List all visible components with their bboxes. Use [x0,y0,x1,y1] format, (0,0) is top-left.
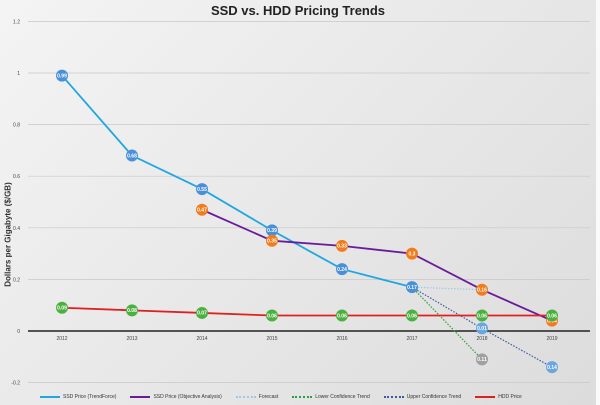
series-line [201,208,553,322]
legend: SSD Price (TrendForce) SSD Price (Objecti… [40,394,522,400]
data-point [546,361,558,374]
data-point [336,263,348,276]
y-tick-label: 0.2 [13,277,20,283]
data-point [266,309,278,322]
data-label: 0.09 [57,306,67,312]
x-tick-label: 2016 [336,336,347,342]
data-label: 0.06 [267,313,277,319]
legend-label: HDD Price [498,394,522,400]
y-tick-label: 0.4 [13,226,20,232]
y-tick-label: 1.2 [13,19,20,25]
data-label: 0.35 [267,239,277,245]
data-point [476,322,488,335]
data-point [56,301,68,314]
x-tick-label: 2014 [196,336,207,342]
legend-swatch [383,396,404,398]
x-tick-label: 2017 [406,336,417,342]
x-tick-label: 2012 [56,336,67,342]
data-point [56,69,68,82]
data-label: 0.01 [477,326,487,332]
data-point [476,309,488,322]
data-label: 0.47 [197,208,207,214]
data-label: 0.68 [127,153,137,159]
x-tick-label: 2013 [126,336,137,342]
data-label: 0.3 [409,251,416,257]
legend-label: Lower Confidence Trend [315,394,370,400]
data-point [406,247,418,260]
data-label: 0.33 [337,244,347,250]
data-label: 0.16 [477,288,487,294]
data-point [196,306,208,319]
data-label: 0.08 [127,308,137,314]
legend-item: HDD Price [475,394,522,400]
series-line [61,306,552,317]
legend-item: Upper Confidence Trend [383,394,462,400]
y-tick-label: 0.8 [13,123,20,129]
data-point [406,281,418,294]
chart-title: SSD vs. HDD Pricing Trends [210,3,386,18]
data-label: 0.24 [337,267,347,273]
legend-swatch [235,396,256,398]
data-point [266,224,278,237]
series-line [411,286,483,360]
legend-label: Forecast [258,394,279,400]
legend-swatch [40,396,60,398]
legend-swatch [475,396,496,398]
y-tick-label: 0 [17,329,20,335]
legend-item: SSD Price (TrendForce) [40,394,116,400]
legend-item: SSD Price (Objective Analysis) [130,394,222,400]
data-label: 0.06 [477,313,487,319]
legend-label: SSD Price (TrendForce) [63,394,117,400]
data-point [336,239,348,252]
data-point [266,234,278,247]
legend-label: Upper Confidence Trend [406,394,462,400]
data-label: 0.06 [337,313,347,319]
legend-label: SSD Price (Objective Analysis) [153,394,222,400]
data-label: 0.99 [57,73,67,79]
data-point [336,309,348,322]
data-point [406,309,418,322]
y-tick-label: 0.6 [13,174,20,180]
data-point [126,304,138,317]
data-label: 0.11 [477,357,487,363]
data-label: 0.06 [547,313,557,319]
data-label: 0.07 [197,311,207,317]
series-line [411,286,483,291]
data-point [196,203,208,216]
x-tick-label: 2015 [266,336,277,342]
y-tick-label: -0.2 [11,381,20,387]
x-tick-label: 2019 [546,336,557,342]
x-tick-label: 2018 [476,336,487,342]
data-point [476,283,488,296]
data-point [196,183,208,196]
y-tick-label: 1 [17,71,20,77]
data-point [476,353,488,366]
plot-area: -0.2 0 0.2 0.4 0.6 0.8 1 1.2 2012 2013 2014 2015 201… [11,19,590,387]
data-label: 0.17 [407,285,417,291]
data-label: 0.14 [547,365,557,371]
legend-item: Lower Confidence Trend [292,394,370,400]
data-point [546,309,558,322]
data-label: 0.55 [197,187,207,193]
data-label: 0.39 [267,228,277,234]
legend-swatch [292,396,313,398]
data-label: 0.06 [407,313,417,319]
data-point [126,149,138,162]
legend-swatch [130,396,151,398]
legend-item: Forecast [235,394,279,400]
series-line [61,74,413,289]
